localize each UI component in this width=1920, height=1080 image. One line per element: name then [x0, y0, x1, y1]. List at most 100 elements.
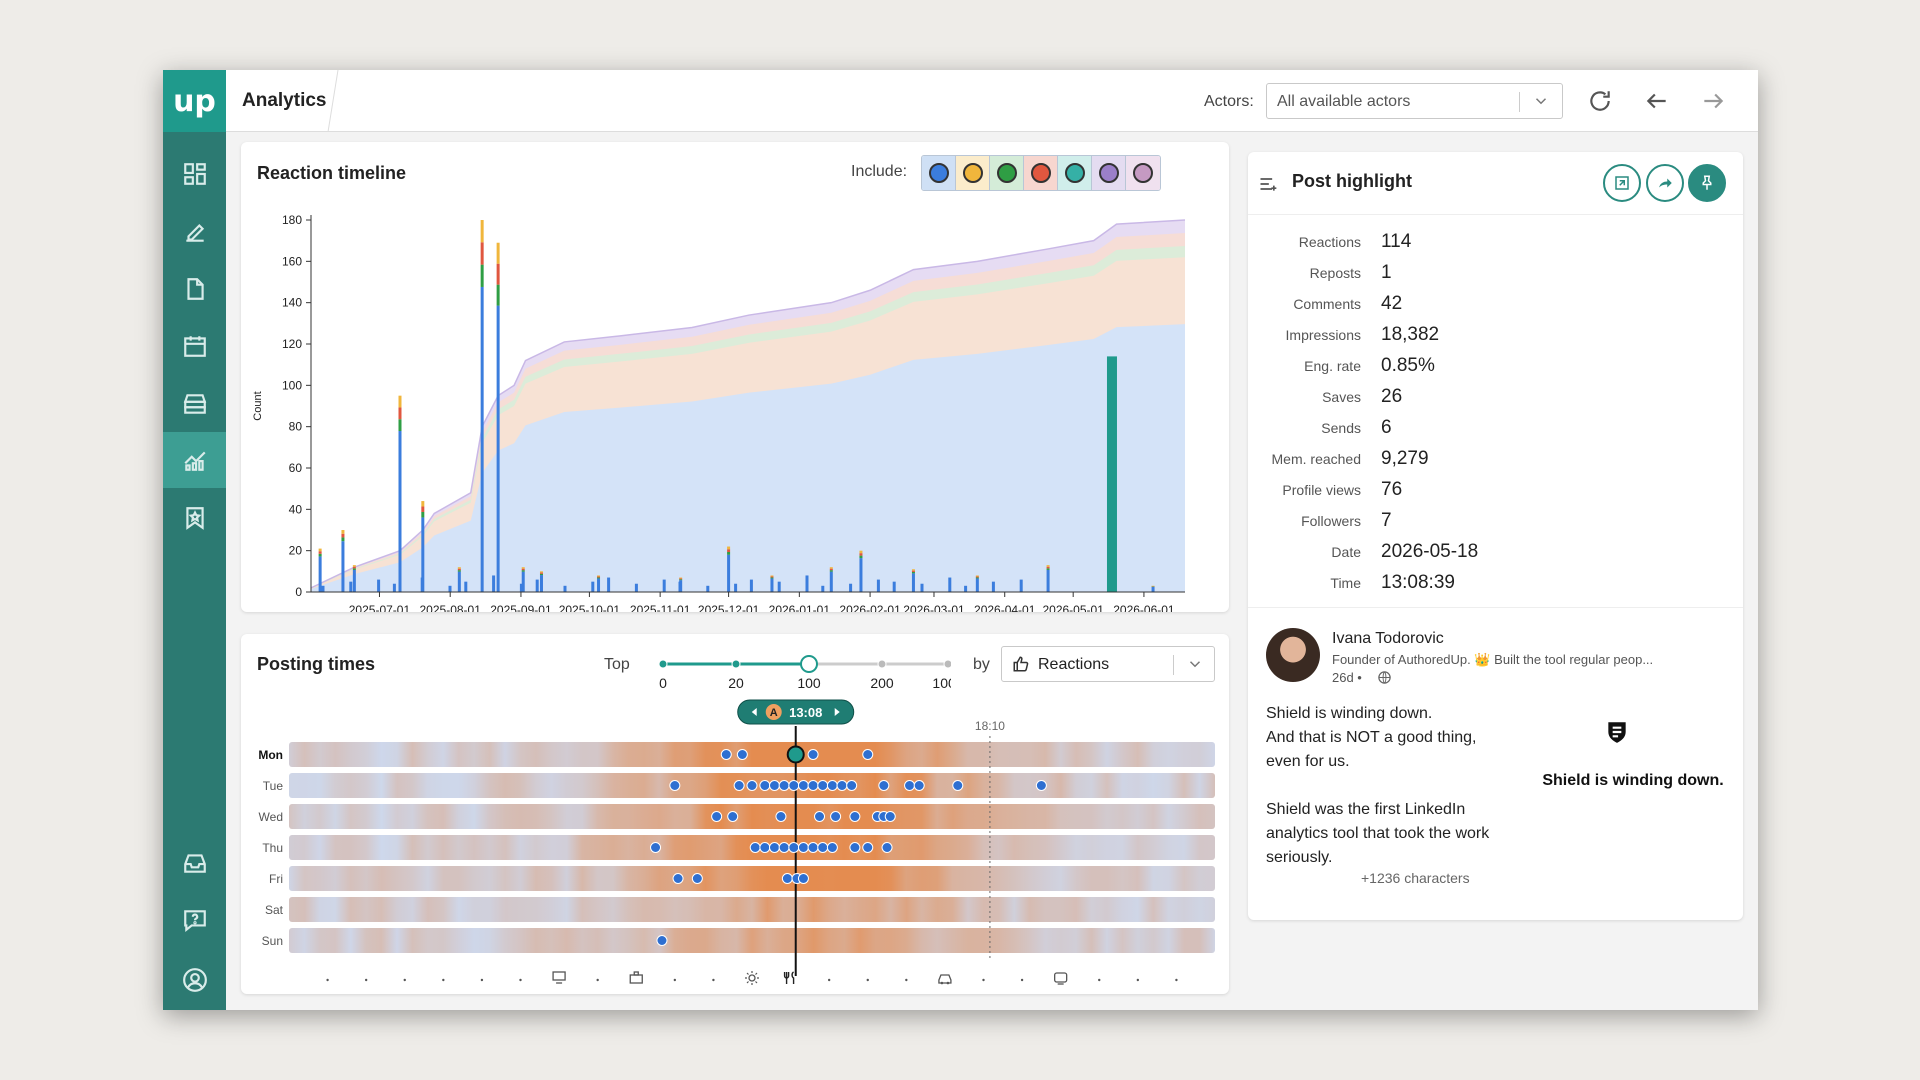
reaction-bar	[464, 581, 468, 592]
author-name[interactable]: Ivana Todorovic	[1332, 630, 1444, 647]
reaction-bar	[539, 573, 543, 576]
hour-marker	[1175, 978, 1178, 982]
post-dot[interactable]	[904, 780, 916, 791]
share-button[interactable]	[1646, 164, 1684, 202]
post-dot[interactable]	[778, 842, 790, 853]
back-button[interactable]	[1644, 88, 1670, 114]
help-icon	[183, 910, 206, 933]
sidebar: up	[163, 70, 226, 1010]
stat-value: 42	[1381, 293, 1403, 314]
slider-tick-label: 0	[659, 675, 667, 691]
post-dot[interactable]	[778, 780, 790, 791]
post-dot[interactable]	[746, 780, 758, 791]
include-curious-toggle[interactable]	[1126, 156, 1160, 190]
post-image-caption: Shield is winding down.	[1542, 772, 1724, 789]
post-dot[interactable]	[788, 780, 800, 791]
sidebar-item-editor[interactable]	[163, 204, 226, 260]
top-count-slider[interactable]: 0 20 100 200 1000	[651, 654, 951, 694]
post-dot[interactable]	[669, 780, 681, 791]
post-dot[interactable]	[849, 811, 861, 822]
post-dot[interactable]	[650, 842, 662, 853]
post-dot[interactable]	[952, 780, 964, 791]
post-dot[interactable]	[817, 780, 829, 791]
post-dot[interactable]	[807, 842, 819, 853]
sidebar-item-archive[interactable]	[163, 376, 226, 432]
post-dot[interactable]	[817, 842, 829, 853]
sidebar-item-help[interactable]	[163, 892, 226, 948]
open-post-button[interactable]	[1603, 164, 1641, 202]
include-like-toggle[interactable]	[922, 156, 956, 190]
sidebar-item-bookmarks[interactable]	[163, 490, 226, 546]
post-dot[interactable]	[736, 749, 748, 760]
post-dot[interactable]	[862, 842, 874, 853]
reaction-bar	[392, 583, 396, 592]
post-dot[interactable]	[672, 873, 684, 884]
post-dot[interactable]	[769, 780, 781, 791]
actors-select[interactable]: All available actors	[1266, 83, 1563, 119]
include-celebrate-toggle[interactable]	[1092, 156, 1126, 190]
cursor-time-badge[interactable]: A 13:08	[737, 699, 855, 725]
post-dot[interactable]	[807, 749, 819, 760]
post-dot[interactable]	[749, 842, 761, 853]
post-dot[interactable]	[711, 811, 723, 822]
like-reaction-icon	[928, 163, 949, 183]
post-dot[interactable]	[797, 873, 809, 884]
metric-select[interactable]: Reactions	[1001, 646, 1215, 682]
post-dot[interactable]	[759, 780, 771, 791]
include-insightful-toggle[interactable]	[956, 156, 990, 190]
post-dot[interactable]	[826, 842, 838, 853]
post-dot[interactable]	[862, 749, 874, 760]
post-dot[interactable]	[830, 811, 842, 822]
forward-button[interactable]	[1700, 88, 1726, 114]
post-dot[interactable]	[733, 780, 745, 791]
more-characters-link[interactable]: +1236 characters	[1361, 870, 1470, 886]
post-dot[interactable]	[807, 780, 819, 791]
sidebar-item-calendar[interactable]	[163, 318, 226, 374]
sidebar-item-inbox[interactable]	[163, 835, 226, 891]
post-dot[interactable]	[788, 842, 800, 853]
sidebar-item-dashboard[interactable]	[163, 146, 226, 202]
refresh-button[interactable]	[1587, 88, 1613, 114]
post-dot[interactable]	[781, 873, 793, 884]
reaction-bar	[975, 578, 979, 592]
external-window-icon	[1615, 176, 1629, 190]
post-dot[interactable]	[913, 780, 925, 791]
reaction-timeline-chart[interactable]: 0 20 40 60 80 100 120 140 160 180 Count 2025-07-01 2…	[241, 202, 1229, 612]
reaction-bar	[457, 567, 461, 569]
post-dot[interactable]	[836, 780, 848, 791]
post-dot[interactable]	[769, 842, 781, 853]
app-logo[interactable]: up	[163, 70, 226, 132]
sidebar-item-account[interactable]	[163, 952, 226, 1008]
reaction-bar	[496, 284, 500, 306]
post-dot[interactable]	[881, 842, 893, 853]
filter-lines-icon[interactable]	[1258, 174, 1278, 194]
post-dot[interactable]	[727, 811, 739, 822]
reaction-bar	[480, 286, 484, 592]
sidebar-item-analytics[interactable]	[163, 432, 226, 488]
sidebar-item-posts[interactable]	[163, 261, 226, 317]
slider-knob[interactable]	[800, 655, 818, 673]
post-dot[interactable]	[826, 780, 838, 791]
avatar[interactable]	[1266, 628, 1320, 682]
post-dot[interactable]	[797, 780, 809, 791]
post-dot[interactable]	[846, 780, 858, 791]
post-dot[interactable]	[656, 935, 668, 946]
post-dot[interactable]	[691, 873, 703, 884]
hour-marker	[1098, 978, 1101, 982]
post-dot[interactable]	[884, 811, 896, 822]
include-love-toggle[interactable]	[1024, 156, 1058, 190]
post-dot[interactable]	[797, 842, 809, 853]
post-dot[interactable]	[849, 842, 861, 853]
post-dot[interactable]	[775, 811, 787, 822]
post-dot[interactable]	[878, 780, 890, 791]
post-dot[interactable]	[720, 749, 732, 760]
pin-button[interactable]	[1688, 164, 1726, 202]
reaction-bar	[597, 578, 601, 592]
posting-times-heatmap[interactable]: Mon Tue Wed Thu Fri Sat Sun 18:10 A 13:08	[241, 696, 1229, 992]
post-dot[interactable]	[814, 811, 826, 822]
include-funny-toggle[interactable]	[1058, 156, 1092, 190]
selected-post-dot[interactable]	[786, 745, 805, 764]
include-support-toggle[interactable]	[990, 156, 1024, 190]
post-dot[interactable]	[759, 842, 771, 853]
post-dot[interactable]	[1035, 780, 1047, 791]
